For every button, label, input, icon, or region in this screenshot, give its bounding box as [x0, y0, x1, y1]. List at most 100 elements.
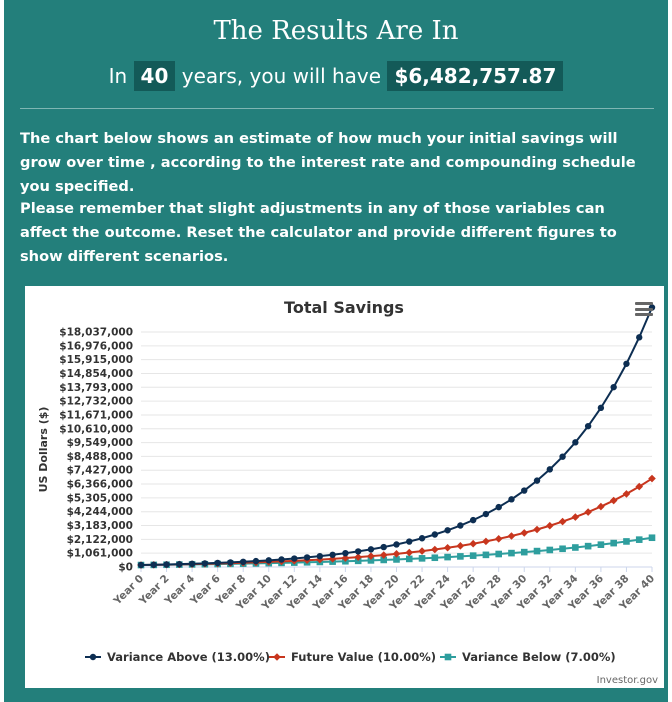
y-tick-label: $5,305,000 [67, 492, 133, 504]
years-value: 40 [133, 61, 176, 91]
y-tick-label: $7,427,000 [67, 465, 133, 477]
data-point [559, 453, 566, 460]
data-point [622, 490, 631, 498]
data-point [572, 544, 579, 551]
data-point [546, 546, 554, 554]
future-amount: $6,482,757.87 [387, 61, 564, 91]
data-point [623, 360, 630, 367]
data-point [546, 466, 553, 473]
y-tick-label: $0 [118, 562, 133, 574]
y-tick-label: $11,671,000 [59, 409, 133, 421]
data-point [380, 543, 387, 551]
data-point [571, 513, 580, 521]
explanation-paragraph: The chart below shows an estimate of how… [20, 130, 636, 195]
legend-item: Variance Below (7.00%) [462, 650, 616, 664]
result-middle: years, you will have [181, 64, 382, 88]
data-point [495, 503, 502, 511]
data-point [444, 527, 451, 534]
data-point [648, 474, 656, 483]
watermark: Investor.gov [596, 675, 658, 686]
data-point [405, 555, 413, 563]
data-point [521, 487, 528, 494]
y-tick-label: $12,732,000 [59, 396, 133, 408]
data-point [406, 538, 413, 545]
data-point [572, 439, 579, 446]
data-point [584, 422, 592, 430]
total-savings-chart: Total Savings $0 $1,061,000 $2,122,000 $3,18… [37, 298, 657, 664]
data-point [482, 537, 490, 546]
data-point [240, 558, 247, 566]
legend-item: Future Value (10.00%) [291, 650, 436, 664]
data-point [533, 525, 541, 534]
y-tick-label: $1,061,000 [67, 548, 133, 560]
data-point [482, 551, 490, 559]
data-point [469, 552, 477, 559]
data-point [265, 557, 272, 564]
y-tick-label: $13,793,000 [59, 382, 133, 394]
data-point [508, 549, 515, 557]
y-tick-label: $14,854,000 [59, 368, 133, 380]
data-point [610, 539, 617, 547]
data-point [469, 539, 477, 548]
data-point [252, 557, 260, 565]
data-point [457, 522, 464, 529]
y-tick-label: $2,122,000 [67, 534, 133, 546]
data-point [495, 550, 502, 558]
data-point [623, 538, 630, 545]
y-tick-label: $8,488,000 [67, 451, 133, 463]
y-axis-title: US Dollars ($) [37, 407, 50, 493]
data-point [354, 548, 362, 555]
y-tick-label: $6,366,000 [67, 479, 133, 491]
data-point [558, 517, 567, 526]
data-point [329, 551, 336, 558]
data-point [303, 554, 311, 561]
result-summary: In 40 years, you will have $6,482,757.87 [4, 60, 668, 92]
legend-marker [89, 653, 97, 661]
data-point [443, 543, 452, 552]
result-prefix: In [108, 64, 128, 88]
data-point [163, 561, 170, 568]
data-point [546, 521, 554, 530]
y-tick-label: $3,183,000 [67, 520, 133, 532]
data-point [609, 496, 618, 505]
legend-item: Variance Above (13.00%) [107, 650, 270, 664]
data-point [520, 548, 528, 556]
data-point [482, 510, 490, 518]
data-point [507, 532, 516, 540]
results-heading: The Results Are In [213, 16, 459, 46]
results-panel: The Results Are In In 40 years, you will… [4, 0, 668, 702]
data-point [597, 404, 605, 412]
data-point [150, 561, 157, 568]
data-point [584, 542, 592, 550]
data-point [508, 496, 515, 503]
y-tick-label: $10,610,000 [59, 423, 133, 435]
data-point [418, 555, 426, 562]
data-point [393, 556, 400, 563]
data-point [392, 550, 401, 558]
data-point [635, 536, 643, 543]
data-point [367, 546, 375, 553]
chart-title: Total Savings [284, 298, 404, 317]
data-point [444, 553, 451, 561]
data-point [418, 535, 426, 542]
data-point [431, 531, 439, 538]
hamburger-menu-icon[interactable] [635, 302, 653, 316]
data-point [431, 554, 439, 562]
data-point [648, 534, 656, 542]
data-point [227, 559, 234, 566]
y-tick-label: $4,244,000 [67, 506, 133, 518]
data-point [635, 482, 644, 491]
y-tick-label: $16,976,000 [59, 340, 133, 352]
data-point [342, 549, 349, 557]
data-point [380, 556, 388, 564]
data-point [393, 541, 400, 548]
data-point [610, 383, 617, 391]
reminder-paragraph: Please remember that slight adjustments … [20, 200, 617, 265]
data-point [520, 529, 529, 537]
legend-marker [273, 653, 281, 661]
data-point [354, 553, 362, 561]
data-point [367, 552, 375, 560]
data-point [201, 560, 209, 567]
data-point [316, 552, 324, 560]
chart-card: Total Savings $0 $1,061,000 $2,122,000 $3,18… [25, 286, 664, 688]
